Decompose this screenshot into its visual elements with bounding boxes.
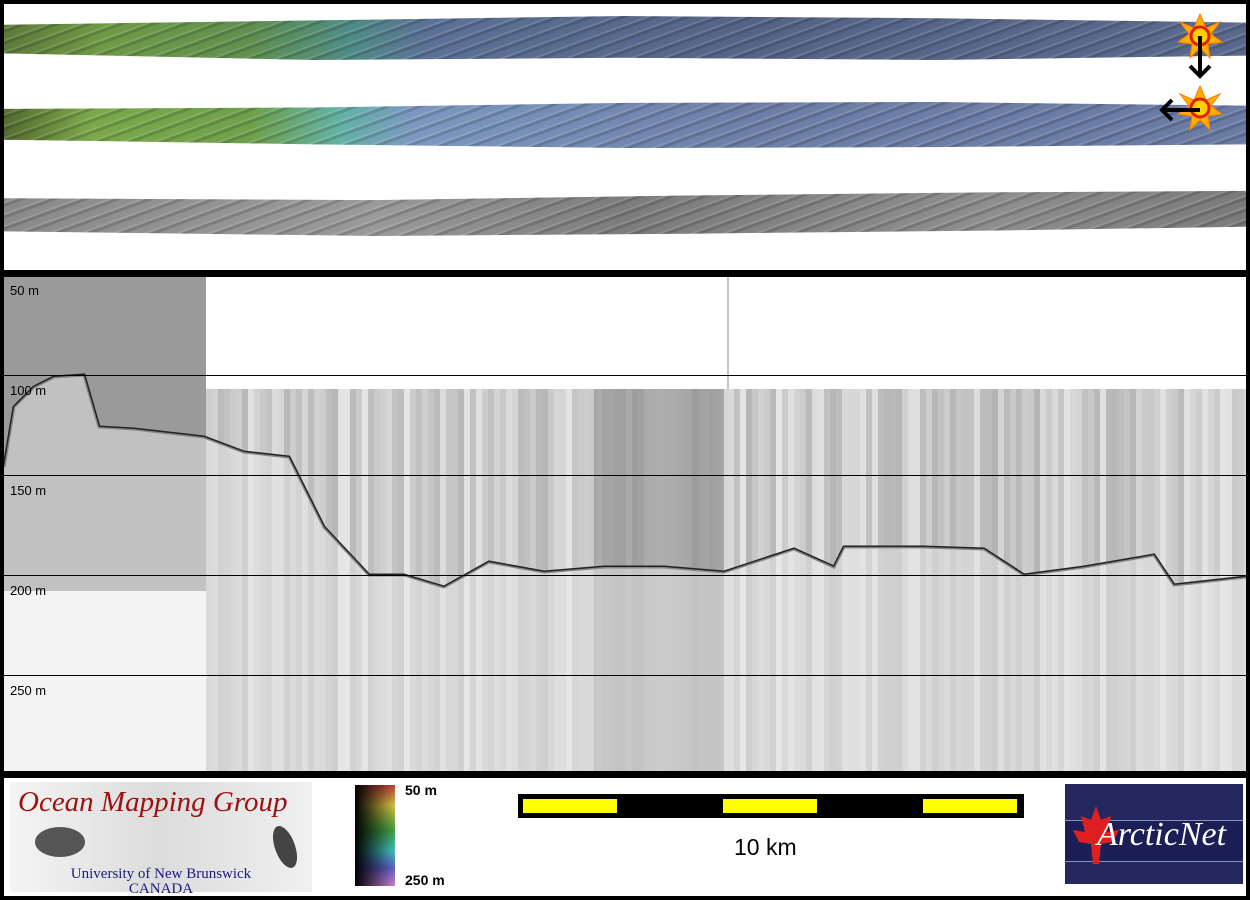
footer-panel: Ocean Mapping Group University of New Br… [4, 778, 1246, 896]
bathymetry-swath-1 [4, 16, 1246, 60]
colorbar-bottom-label: 250 m [405, 872, 445, 888]
logo-line-2: CANADA [128, 881, 194, 896]
maple-leaf-icon [1073, 806, 1119, 864]
subbottom-profile [4, 277, 1246, 771]
depth-gridline [4, 375, 1246, 376]
subbottom-profile-panel: 50 m 100 m 150 m 200 m 250 m [4, 277, 1246, 771]
swath-panel [4, 4, 1246, 270]
scale-label: 10 km [734, 834, 797, 860]
depth-label: 150 m [10, 483, 47, 498]
logo-title: Ocean Mapping Group [18, 786, 288, 818]
depth-gridline [4, 575, 1246, 576]
depth-gridline [4, 675, 1246, 676]
logo-line-1: University of New Brunswick [70, 866, 252, 882]
bathymetry-swath-2 [4, 102, 1246, 148]
depth-label: 100 m [10, 383, 47, 398]
scale-segment [723, 799, 817, 813]
markers [1159, 12, 1224, 132]
depth-label: 200 m [10, 583, 47, 598]
arrow-left-icon [1159, 98, 1200, 122]
scale-segment [523, 799, 617, 813]
arcticnet-logo: ArcticNet [1065, 784, 1243, 884]
arcticnet-text: ArcticNet [1097, 816, 1227, 853]
scale-bar [518, 794, 1024, 818]
ocean-mapping-group-logo: Ocean Mapping Group University of New Br… [10, 782, 312, 896]
scale-segment [923, 799, 1017, 813]
depth-label: 250 m [10, 683, 47, 698]
backscatter-swath [4, 190, 1246, 236]
depth-gridline [4, 475, 1246, 476]
depth-colorbar [355, 785, 395, 886]
sub-seafloor [4, 375, 1246, 771]
depth-label: 50 m [10, 283, 39, 298]
arrow-down-icon [1188, 36, 1212, 79]
sonar-image [35, 826, 298, 868]
colorbar-top-label: 50 m [405, 782, 437, 798]
